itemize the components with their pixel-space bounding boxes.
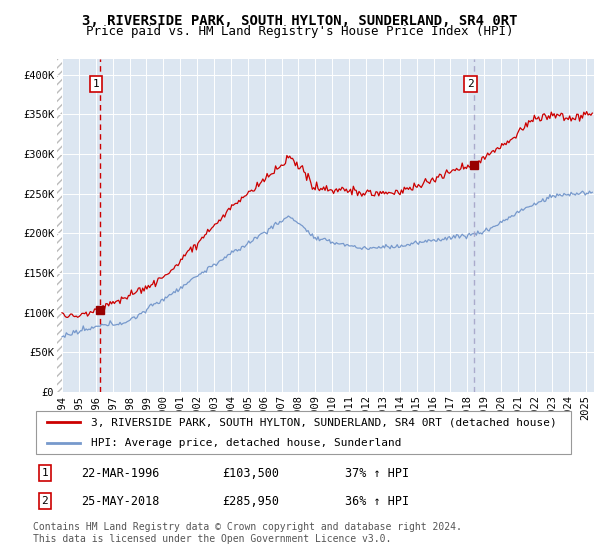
Text: 2: 2	[467, 79, 474, 89]
Text: £103,500: £103,500	[222, 466, 279, 480]
Text: 36% ↑ HPI: 36% ↑ HPI	[345, 494, 409, 508]
Bar	[57, 59, 63, 392]
Text: 37% ↑ HPI: 37% ↑ HPI	[345, 466, 409, 480]
Text: 22-MAR-1996: 22-MAR-1996	[81, 466, 160, 480]
Text: 3, RIVERSIDE PARK, SOUTH HYLTON, SUNDERLAND, SR4 0RT: 3, RIVERSIDE PARK, SOUTH HYLTON, SUNDERL…	[82, 14, 518, 28]
Text: 1: 1	[41, 468, 49, 478]
Text: 25-MAY-2018: 25-MAY-2018	[81, 494, 160, 508]
Text: 3, RIVERSIDE PARK, SOUTH HYLTON, SUNDERLAND, SR4 0RT (detached house): 3, RIVERSIDE PARK, SOUTH HYLTON, SUNDERL…	[91, 417, 556, 427]
Text: 2: 2	[41, 496, 49, 506]
Text: 1: 1	[93, 79, 100, 89]
Text: Contains HM Land Registry data © Crown copyright and database right 2024.
This d: Contains HM Land Registry data © Crown c…	[33, 522, 462, 544]
FancyBboxPatch shape	[35, 411, 571, 454]
Text: Price paid vs. HM Land Registry's House Price Index (HPI): Price paid vs. HM Land Registry's House …	[86, 25, 514, 38]
Text: £285,950: £285,950	[222, 494, 279, 508]
Text: HPI: Average price, detached house, Sunderland: HPI: Average price, detached house, Sund…	[91, 438, 401, 448]
